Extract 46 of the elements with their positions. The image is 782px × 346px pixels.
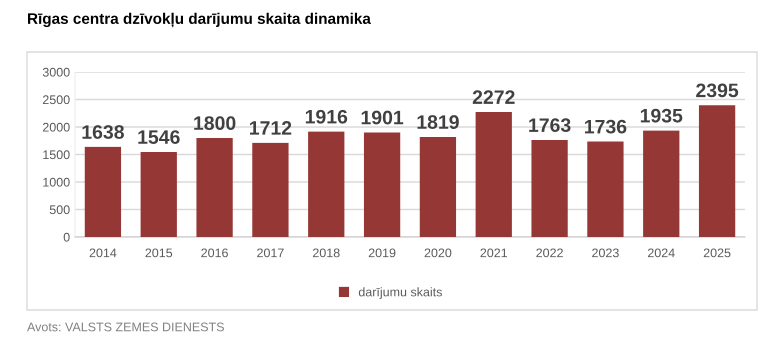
- x-tick-label: 2018: [312, 248, 340, 258]
- bar: [587, 142, 624, 237]
- x-tick-label: 2017: [257, 248, 284, 258]
- data-label: 2395: [696, 83, 738, 98]
- data-label: 1712: [250, 121, 292, 135]
- y-tick-label: 1500: [43, 150, 70, 160]
- data-label: 1638: [82, 125, 124, 139]
- data-label: 1819: [418, 115, 459, 129]
- data-label: 1916: [306, 110, 348, 124]
- chart-title: Rīgas centra dzīvokļu darījumu skaita dinamika: [28, 12, 371, 28]
- y-tick-label: 0: [64, 232, 70, 242]
- bar: [308, 132, 344, 237]
- x-tick-label: 2014: [90, 248, 116, 258]
- y-tick-label: 500: [50, 205, 70, 214]
- x-tick-label: 2023: [592, 248, 619, 258]
- bar: [364, 132, 400, 237]
- bar: [84, 146, 122, 237]
- bar: [252, 142, 289, 237]
- bar: [698, 105, 736, 237]
- x-tick-label: 2022: [536, 248, 563, 258]
- bar: [420, 136, 456, 237]
- data-label: 1901: [362, 110, 404, 124]
- data-label: 1800: [194, 116, 236, 130]
- y-tick-label: 1000: [43, 178, 70, 187]
- bar: [643, 130, 680, 237]
- y-tick-label: 3000: [42, 68, 70, 77]
- data-label: 1763: [529, 118, 571, 132]
- bar: [476, 112, 512, 237]
- bar: [531, 140, 568, 237]
- y-tick-label: 2000: [42, 122, 70, 132]
- x-tick-label: 2020: [424, 248, 452, 258]
- x-tick-label: 2025: [704, 248, 730, 258]
- x-tick-label: 2015: [145, 248, 172, 258]
- x-tick-label: 2019: [368, 248, 396, 258]
- x-tick-label: 2016: [201, 248, 228, 258]
- data-label: 1935: [640, 108, 682, 123]
- data-label: 2272: [472, 90, 515, 104]
- x-tick-label: 2021: [480, 248, 508, 258]
- data-label: 1546: [138, 130, 180, 144]
- legend-label: darījumu skaits: [358, 287, 442, 299]
- bar: [140, 152, 177, 237]
- x-tick-label: 2024: [648, 248, 675, 258]
- bar: [196, 138, 233, 237]
- data-label: 1736: [585, 120, 626, 134]
- y-tick-label: 2500: [42, 95, 70, 104]
- text: Avots: VALSTS ZEMES DIENESTS: [27, 322, 224, 332]
